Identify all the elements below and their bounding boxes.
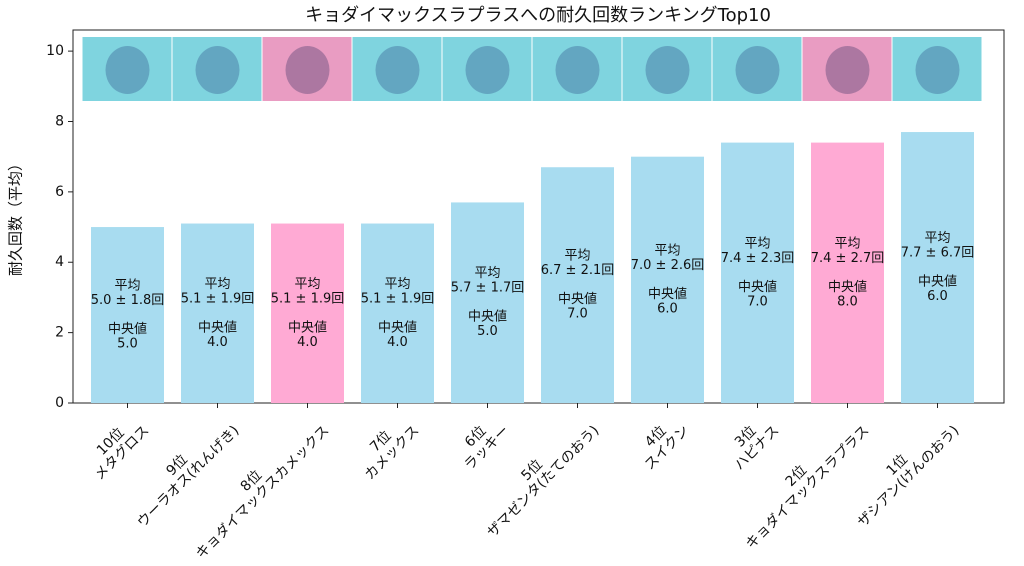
value-label: 7.4 ± 2.7回 xyxy=(811,251,885,266)
pokemon-figure xyxy=(195,46,240,94)
bar xyxy=(901,132,974,403)
bar xyxy=(361,223,434,403)
median-label: 中央値 xyxy=(378,319,417,335)
value-label: 5.1 ± 1.9回 xyxy=(181,291,255,306)
y-tick-label: 4 xyxy=(55,254,64,270)
median-value: 6.0 xyxy=(927,289,948,304)
x-tick-label: ウーラオス(れんげき) xyxy=(134,423,242,531)
bar xyxy=(451,202,524,403)
bar xyxy=(631,156,704,403)
median-label: 中央値 xyxy=(468,309,507,325)
pokemon-figure xyxy=(915,46,960,94)
pokemon-figure xyxy=(825,46,870,94)
median-value: 8.0 xyxy=(837,294,858,309)
bar xyxy=(721,142,794,404)
pokemon-figure xyxy=(735,46,780,94)
median-label: 中央値 xyxy=(108,321,147,337)
bar xyxy=(91,227,164,403)
median-label: 中央値 xyxy=(738,279,777,295)
y-tick-label: 8 xyxy=(55,113,64,129)
mean-label: 平均 xyxy=(474,266,500,281)
median-value: 4.0 xyxy=(207,335,228,350)
median-value: 6.0 xyxy=(657,301,678,316)
value-label: 5.0 ± 1.8回 xyxy=(91,293,165,308)
value-label: 5.1 ± 1.9回 xyxy=(361,291,435,306)
plot-frame xyxy=(72,29,1005,404)
y-tick-label: 0 xyxy=(55,395,64,411)
y-axis-label: 耐久回数（平均） xyxy=(7,156,25,276)
value-label: 7.7 ± 6.7回 xyxy=(901,246,975,261)
mean-label: 平均 xyxy=(924,231,950,246)
mean-label: 平均 xyxy=(384,277,410,292)
y-tick-label: 6 xyxy=(55,184,64,200)
mean-label: 平均 xyxy=(834,236,860,251)
chart-title: キョダイマックスラプラスへの耐久回数ランキングTop10 xyxy=(305,5,771,26)
median-label: 中央値 xyxy=(828,279,867,295)
value-label: 7.4 ± 2.3回 xyxy=(721,251,795,266)
x-tick-label: ハピナス xyxy=(732,423,783,474)
mean-label: 平均 xyxy=(744,236,770,251)
pokemon-figure xyxy=(465,46,510,94)
x-tick-label: スイクン xyxy=(642,423,693,474)
pokemon-figure xyxy=(645,46,690,94)
bar xyxy=(181,223,254,403)
pokemon-figure xyxy=(105,46,150,94)
pokemon-figure xyxy=(285,46,330,94)
y-tick-label: 10 xyxy=(46,43,64,59)
pokemon-figure xyxy=(375,46,420,94)
median-label: 中央値 xyxy=(288,319,327,335)
median-value: 7.0 xyxy=(567,307,588,322)
mean-label: 平均 xyxy=(114,279,140,294)
x-tick-label: ザシアン(けんのおう) xyxy=(855,423,963,531)
mean-label: 平均 xyxy=(204,277,230,292)
y-tick-label: 2 xyxy=(55,325,64,341)
median-value: 7.0 xyxy=(747,294,768,309)
median-label: 中央値 xyxy=(558,291,597,307)
mean-label: 平均 xyxy=(564,249,590,264)
x-tick-label: ラッキー xyxy=(462,423,513,474)
median-label: 中央値 xyxy=(198,319,237,335)
bar xyxy=(811,142,884,404)
value-label: 5.7 ± 1.7回 xyxy=(451,281,525,296)
bar xyxy=(541,167,614,403)
pokemon-figure xyxy=(555,46,600,94)
median-value: 4.0 xyxy=(387,335,408,350)
value-label: 5.1 ± 1.9回 xyxy=(271,291,345,306)
bar xyxy=(271,223,344,403)
value-label: 6.7 ± 2.1回 xyxy=(541,263,615,278)
median-label: 中央値 xyxy=(648,286,687,302)
mean-label: 平均 xyxy=(294,277,320,292)
value-label: 7.0 ± 2.6回 xyxy=(631,258,705,273)
median-value: 5.0 xyxy=(117,337,138,352)
median-label: 中央値 xyxy=(918,274,957,290)
mean-label: 平均 xyxy=(654,243,680,258)
x-tick-label: カメックス xyxy=(362,423,423,484)
median-value: 4.0 xyxy=(297,335,318,350)
median-value: 5.0 xyxy=(477,324,498,339)
